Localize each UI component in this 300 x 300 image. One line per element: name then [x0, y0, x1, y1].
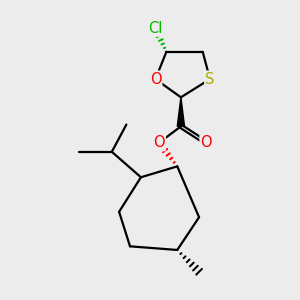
Text: S: S — [205, 72, 215, 87]
Text: O: O — [200, 135, 212, 150]
Text: O: O — [150, 72, 161, 87]
Text: Cl: Cl — [148, 21, 163, 36]
Text: O: O — [153, 135, 165, 150]
Polygon shape — [177, 97, 184, 126]
